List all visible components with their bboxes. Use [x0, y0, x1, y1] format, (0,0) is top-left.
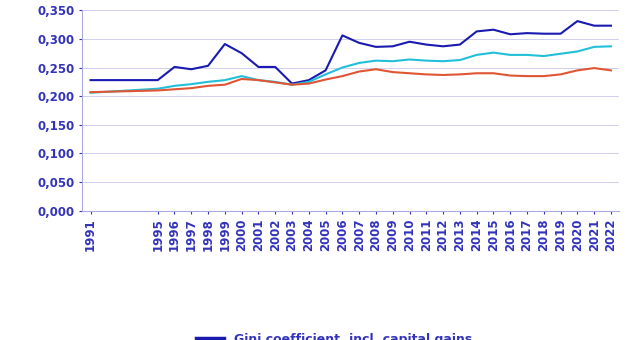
Gini coefficient, excl. capital gains: [456, 58, 464, 62]
Gini coefficient, incl. capital gains: [188, 67, 195, 71]
Gini coefficient, excl. capital gains: [238, 74, 245, 78]
Gini coefficient, excl. capital gains: [523, 53, 531, 57]
Gini coefficient, incl. capital gains: [607, 24, 615, 28]
Gini coefficient, incl. capital gains: [389, 44, 396, 48]
Gini coefficient, excl.all capital income: [439, 73, 447, 77]
Gini coefficient, incl. capital gains: [557, 32, 564, 36]
Gini coefficient, excl.all capital income: [255, 78, 262, 82]
Gini coefficient, incl. capital gains: [473, 29, 480, 33]
Gini coefficient, excl. capital gains: [423, 58, 430, 63]
Gini coefficient, excl. capital gains: [574, 49, 581, 53]
Gini coefficient, excl.all capital income: [423, 72, 430, 76]
Gini coefficient, incl. capital gains: [574, 19, 581, 23]
Gini coefficient, excl. capital gains: [389, 59, 396, 63]
Gini coefficient, excl. capital gains: [607, 44, 615, 48]
Gini coefficient, incl. capital gains: [288, 82, 296, 86]
Gini coefficient, incl. capital gains: [439, 44, 447, 48]
Gini coefficient, incl. capital gains: [490, 28, 497, 32]
Gini coefficient, incl. capital gains: [322, 68, 329, 72]
Gini coefficient, excl. capital gains: [540, 54, 547, 58]
Gini coefficient, incl. capital gains: [255, 65, 262, 69]
Gini coefficient, excl.all capital income: [87, 90, 94, 94]
Gini coefficient, excl.all capital income: [389, 70, 396, 74]
Gini coefficient, excl. capital gains: [154, 87, 162, 91]
Gini coefficient, excl. capital gains: [355, 61, 363, 65]
Gini coefficient, incl. capital gains: [305, 78, 313, 82]
Gini coefficient, excl.all capital income: [305, 82, 313, 86]
Gini coefficient, excl.all capital income: [288, 83, 296, 87]
Gini coefficient, excl. capital gains: [204, 80, 212, 84]
Gini coefficient, incl. capital gains: [154, 78, 162, 82]
Gini coefficient, incl. capital gains: [523, 31, 531, 35]
Gini coefficient, excl. capital gains: [171, 84, 178, 88]
Gini coefficient, excl. capital gains: [406, 57, 413, 62]
Gini coefficient, incl. capital gains: [171, 65, 178, 69]
Gini coefficient, excl.all capital income: [355, 69, 363, 73]
Gini coefficient, excl. capital gains: [339, 66, 346, 70]
Gini coefficient, excl.all capital income: [238, 77, 245, 81]
Gini coefficient, excl. capital gains: [322, 72, 329, 76]
Gini coefficient, excl. capital gains: [221, 78, 229, 82]
Gini coefficient, excl.all capital income: [590, 66, 598, 70]
Gini coefficient, incl. capital gains: [355, 41, 363, 45]
Gini coefficient, excl.all capital income: [339, 74, 346, 78]
Gini coefficient, excl. capital gains: [271, 80, 279, 84]
Line: Gini coefficient, excl.all capital income: Gini coefficient, excl.all capital incom…: [90, 68, 611, 92]
Gini coefficient, excl.all capital income: [557, 72, 564, 76]
Gini coefficient, excl. capital gains: [473, 53, 480, 57]
Gini coefficient, excl.all capital income: [574, 68, 581, 72]
Gini coefficient, incl. capital gains: [423, 42, 430, 47]
Gini coefficient, excl. capital gains: [87, 91, 94, 95]
Gini coefficient, excl.all capital income: [271, 80, 279, 84]
Gini coefficient, incl. capital gains: [339, 33, 346, 37]
Gini coefficient, excl.all capital income: [322, 78, 329, 82]
Gini coefficient, excl.all capital income: [188, 86, 195, 90]
Gini coefficient, excl.all capital income: [171, 87, 178, 91]
Gini coefficient, excl. capital gains: [188, 82, 195, 86]
Gini coefficient, excl. capital gains: [590, 45, 598, 49]
Gini coefficient, incl. capital gains: [238, 51, 245, 55]
Gini coefficient, incl. capital gains: [372, 45, 380, 49]
Gini coefficient, excl.all capital income: [540, 74, 547, 78]
Legend: Gini coefficient, incl. capital gains, Gini coefficient, excl. capital gains, Gi: Gini coefficient, incl. capital gains, G…: [197, 334, 505, 340]
Gini coefficient, excl.all capital income: [406, 71, 413, 75]
Gini coefficient, excl. capital gains: [439, 59, 447, 63]
Gini coefficient, excl.all capital income: [221, 83, 229, 87]
Gini coefficient, excl. capital gains: [305, 80, 313, 84]
Gini coefficient, excl. capital gains: [490, 51, 497, 55]
Gini coefficient, incl. capital gains: [87, 78, 94, 82]
Gini coefficient, excl.all capital income: [506, 73, 514, 78]
Gini coefficient, excl.all capital income: [473, 71, 480, 75]
Gini coefficient, excl. capital gains: [506, 53, 514, 57]
Gini coefficient, excl. capital gains: [255, 78, 262, 82]
Gini coefficient, excl.all capital income: [456, 72, 464, 76]
Gini coefficient, incl. capital gains: [221, 42, 229, 46]
Gini coefficient, incl. capital gains: [540, 32, 547, 36]
Line: Gini coefficient, incl. capital gains: Gini coefficient, incl. capital gains: [90, 21, 611, 84]
Gini coefficient, incl. capital gains: [456, 42, 464, 47]
Gini coefficient, excl.all capital income: [523, 74, 531, 78]
Gini coefficient, excl.all capital income: [372, 67, 380, 71]
Gini coefficient, incl. capital gains: [271, 65, 279, 69]
Gini coefficient, excl.all capital income: [154, 88, 162, 92]
Gini coefficient, excl.all capital income: [490, 71, 497, 75]
Gini coefficient, incl. capital gains: [506, 32, 514, 36]
Gini coefficient, incl. capital gains: [590, 24, 598, 28]
Gini coefficient, excl.all capital income: [607, 68, 615, 72]
Gini coefficient, excl. capital gains: [372, 58, 380, 63]
Line: Gini coefficient, excl. capital gains: Gini coefficient, excl. capital gains: [90, 46, 611, 93]
Gini coefficient, excl.all capital income: [204, 84, 212, 88]
Gini coefficient, incl. capital gains: [204, 64, 212, 68]
Gini coefficient, excl. capital gains: [288, 83, 296, 87]
Gini coefficient, excl. capital gains: [557, 52, 564, 56]
Gini coefficient, incl. capital gains: [406, 40, 413, 44]
